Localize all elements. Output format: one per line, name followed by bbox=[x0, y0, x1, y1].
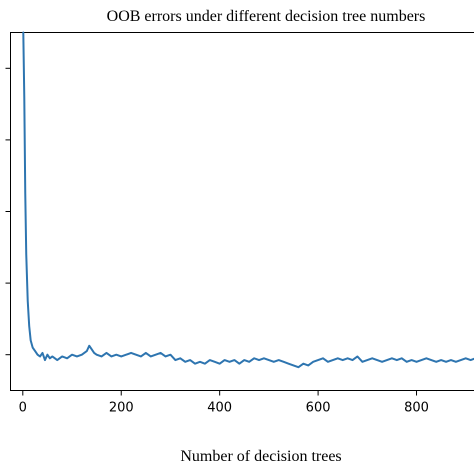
x-tick-label: 0 bbox=[19, 401, 27, 416]
y-axis-ticks bbox=[5, 67, 11, 356]
x-tick-label: 600 bbox=[306, 401, 331, 416]
x-tick-label: 400 bbox=[207, 401, 232, 416]
series-line bbox=[22, 31, 474, 369]
x-tick-label: 200 bbox=[109, 401, 134, 416]
x-axis-ticks: 0 200 400 600 800 bbox=[19, 390, 429, 416]
x-axis-label: Number of decision trees bbox=[180, 448, 341, 465]
x-tick-label: 800 bbox=[404, 401, 429, 416]
chart-title: OOB errors under different decision tree… bbox=[107, 8, 426, 25]
series-group bbox=[22, 31, 474, 369]
plot-frame bbox=[10, 32, 474, 391]
